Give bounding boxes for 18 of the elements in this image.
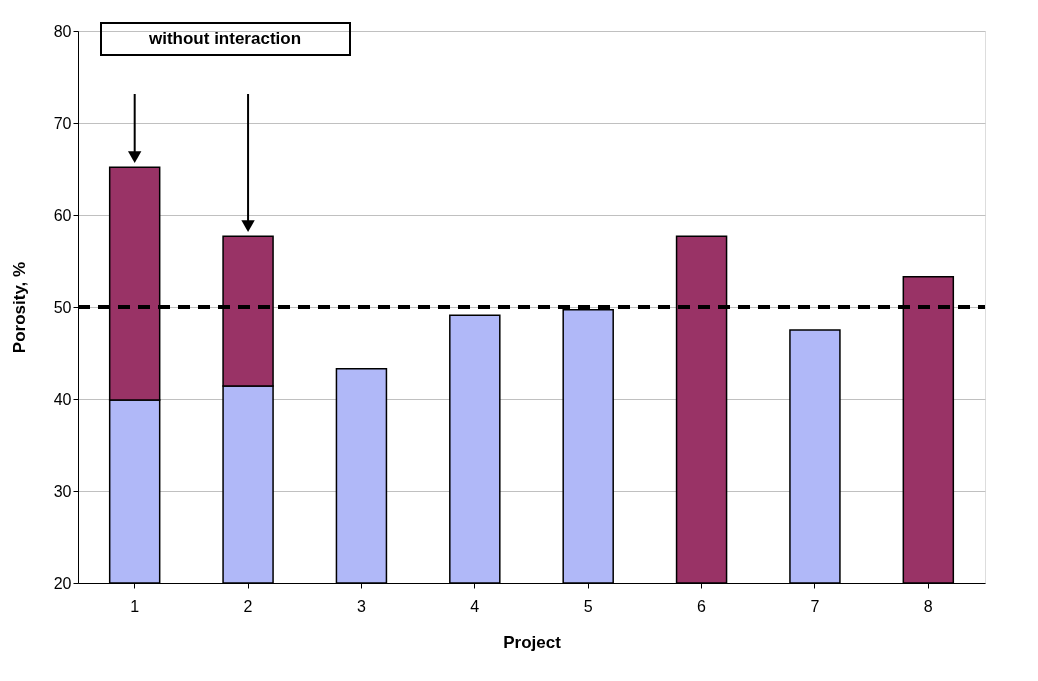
annotation: without interaction — [147, 29, 302, 48]
y-tick-label: 70 — [53, 114, 72, 132]
y-tick-label: 40 — [53, 390, 72, 408]
x-tick-label: 6 — [697, 597, 707, 615]
x-tick-label: 8 — [923, 597, 933, 615]
x-axis-title: Project — [503, 632, 562, 652]
x-tick-label: 7 — [810, 597, 820, 615]
x-tick-label: 3 — [356, 597, 366, 615]
y-axis-title: Porosity, % — [9, 261, 29, 354]
x-tick-label: 5 — [583, 597, 593, 615]
x-tick-label: 1 — [130, 597, 140, 615]
y-tick-label: 30 — [53, 482, 72, 500]
x-tick-label: 4 — [470, 597, 480, 615]
y-tick-label: 80 — [53, 22, 72, 40]
y-tick-label: 50 — [53, 298, 72, 316]
y-tick-label: 20 — [53, 574, 72, 592]
y-tick-label: 60 — [53, 206, 72, 224]
x-tick-label: 2 — [243, 597, 253, 615]
